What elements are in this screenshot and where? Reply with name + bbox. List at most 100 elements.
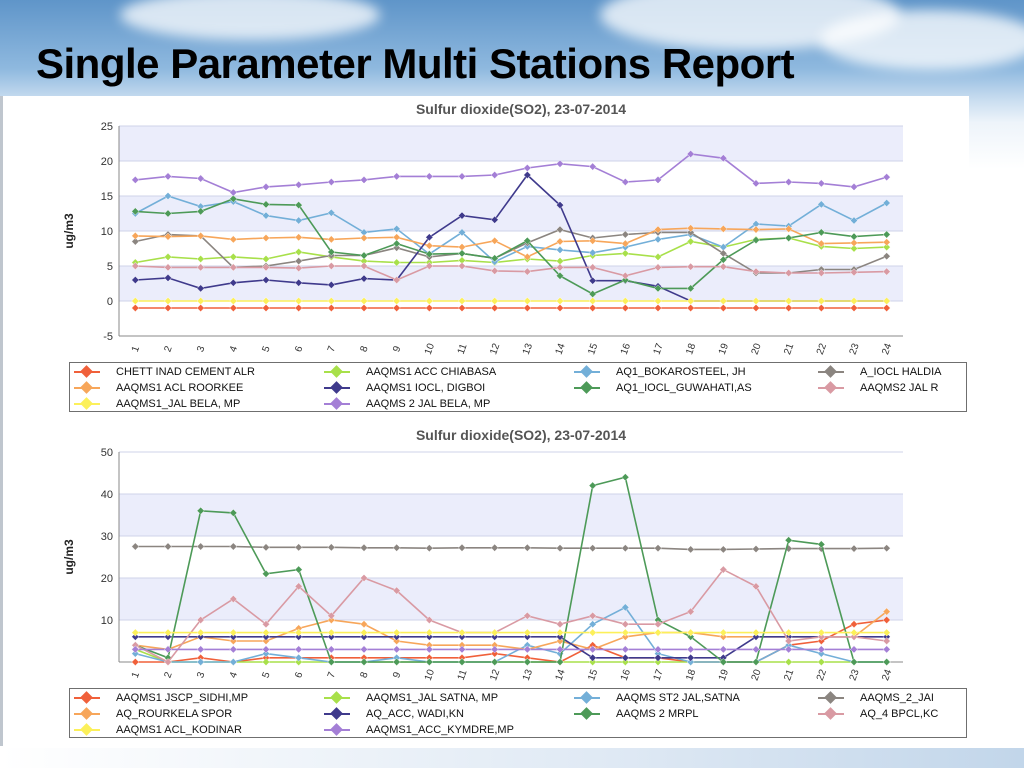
data-point — [850, 620, 858, 629]
legend-label: AAQMS1_JAL BELA, MP — [116, 398, 241, 410]
data-point — [523, 164, 532, 172]
data-point — [719, 632, 728, 641]
data-point — [490, 543, 499, 552]
data-point — [686, 628, 695, 637]
data-point — [262, 297, 270, 305]
data-point — [360, 251, 368, 260]
data-point — [654, 620, 662, 629]
x-tick-label: 23 — [848, 342, 862, 357]
data-point — [556, 237, 564, 246]
data-point — [588, 162, 597, 171]
legend-label: AQ_ROURKELA SPOR — [116, 708, 233, 720]
data-point — [425, 658, 434, 666]
x-tick-label: 18 — [684, 342, 698, 357]
data-point — [262, 183, 270, 191]
data-point — [490, 645, 499, 654]
data-point — [752, 658, 760, 666]
data-point — [458, 297, 466, 305]
data-point — [523, 632, 532, 641]
data-point — [654, 304, 662, 312]
data-point — [294, 201, 303, 209]
data-point — [523, 628, 532, 637]
data-point — [752, 645, 760, 654]
legend-item: AAQMS1_ACC_KYMDRE,MP — [320, 722, 566, 738]
data-point — [686, 607, 695, 616]
data-point — [327, 632, 336, 641]
data-point — [294, 632, 303, 641]
x-tick-label: 23 — [848, 668, 862, 683]
x-tick-label: 6 — [293, 670, 305, 679]
x-tick-label: 4 — [228, 344, 240, 353]
data-point — [229, 194, 238, 203]
x-tick-label: 14 — [554, 668, 568, 683]
data-point — [850, 216, 858, 225]
data-point — [752, 225, 760, 234]
data-point — [262, 628, 270, 637]
x-tick-label: 18 — [684, 668, 698, 683]
data-point — [294, 543, 303, 552]
data-point — [719, 545, 728, 554]
legend-swatch-marker — [80, 707, 93, 720]
data-point — [556, 201, 564, 209]
data-point — [719, 565, 728, 574]
cloud-decoration — [820, 10, 1024, 70]
data-point — [229, 595, 238, 603]
chart-title: Sulfur dioxide(SO2), 23-07-2014 — [416, 101, 626, 117]
x-tick-label: 11 — [456, 342, 470, 356]
legend-swatch-marker — [80, 365, 93, 378]
legend-item: AQ_ACC, WADI,KN — [320, 706, 566, 722]
x-tick-label: 6 — [293, 344, 305, 353]
x-tick-label: 15 — [586, 668, 600, 683]
data-point — [850, 658, 858, 666]
data-point — [719, 225, 728, 233]
data-point — [686, 297, 695, 305]
data-point — [654, 253, 662, 261]
series-line — [135, 636, 887, 659]
x-tick-label: 20 — [750, 342, 764, 357]
data-point — [556, 637, 564, 645]
data-point — [131, 276, 140, 284]
data-point — [392, 543, 401, 552]
data-point — [458, 172, 466, 181]
data-point — [719, 628, 728, 637]
data-point — [556, 632, 564, 641]
data-point — [425, 304, 434, 312]
data-point — [686, 237, 695, 246]
legend-swatch-marker — [330, 723, 343, 736]
data-point — [621, 276, 630, 284]
data-point — [229, 658, 238, 666]
legend-item: AQ_ROURKELA SPOR — [70, 706, 316, 722]
data-point — [164, 274, 172, 282]
data-point — [294, 628, 303, 637]
data-point — [262, 649, 270, 658]
data-point — [882, 267, 891, 276]
data-point — [164, 628, 172, 637]
legend-item: AQ_4 BPCL,KC — [814, 706, 966, 722]
legend-item: AAQMS1 ACL_KODINAR — [70, 722, 316, 738]
x-tick-label: 4 — [228, 670, 240, 679]
data-point — [294, 180, 303, 189]
legend-item: AAQMS 2 JAL BELA, MP — [320, 396, 566, 412]
data-point — [327, 304, 336, 312]
x-tick-label: 17 — [652, 668, 666, 683]
x-tick-label: 24 — [880, 342, 894, 357]
data-point — [556, 263, 564, 272]
data-point — [229, 235, 238, 244]
legend-swatch-marker — [330, 365, 343, 378]
data-point — [621, 249, 630, 258]
data-point — [882, 628, 891, 637]
data-point — [458, 645, 466, 654]
data-point — [850, 183, 858, 191]
legend-item: AAQMS2 JAL R — [814, 380, 966, 396]
data-point — [229, 637, 238, 645]
x-tick-label: 22 — [815, 668, 829, 683]
y-tick-label: 20 — [101, 156, 113, 168]
data-point — [196, 616, 205, 624]
data-point — [164, 542, 172, 551]
x-tick-label: 11 — [456, 668, 470, 682]
data-point — [556, 246, 564, 254]
data-point — [588, 304, 597, 312]
data-point — [196, 542, 205, 551]
legend-item: AAQMS1 IOCL, DIGBOI — [320, 380, 566, 396]
series-line — [135, 606, 887, 663]
